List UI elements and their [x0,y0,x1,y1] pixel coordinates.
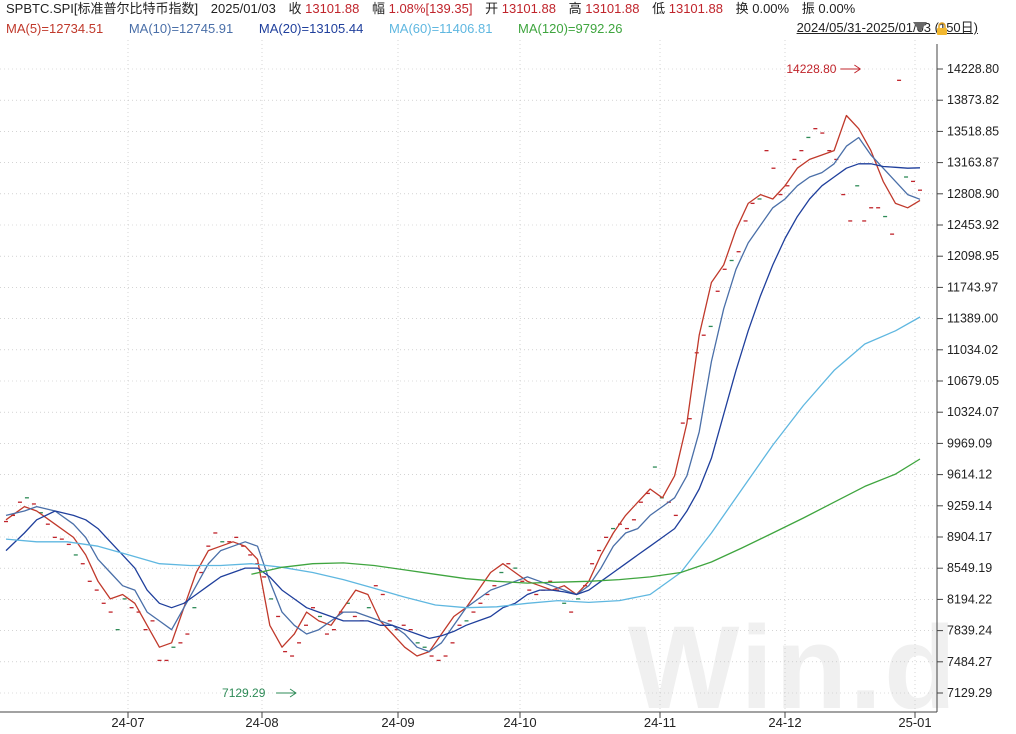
turnover-value: 0.00% [752,1,790,16]
amp-value: 1.08%[139.35] [388,1,473,16]
x-tick-label: 25-01 [898,715,931,730]
ma-line-ma60 [5,316,921,609]
swing-label: 振 [801,1,815,16]
y-tick-label: 7484.27 [947,655,992,669]
x-axis: 24-07 24-08 24-09 24-10 24-11 24-12 25-01 [0,711,937,730]
y-tick-label: 11389.00 [947,312,998,326]
close-label: 收 [288,1,302,16]
y-tick-label: 12808.90 [947,187,999,201]
y-tick-label: 13873.82 [947,93,999,107]
x-tick-label: 24-10 [503,715,536,730]
legend-ma60: MA(60)=11406.81 [388,21,493,36]
x-tick-label: 24-09 [381,715,414,730]
kline-dashes [4,79,922,662]
swing-value: 0.00% [818,1,856,16]
ma-line-ma20 [5,163,921,640]
y-tick-label: 9614.12 [947,468,992,482]
chart-grid [0,40,935,712]
y-tick-label: 11034.02 [947,343,998,357]
y-tick-label: 13518.85 [947,124,999,138]
wind-watermark: Win.d [628,602,959,734]
annotation-label: 7129.29 [222,686,266,700]
chart-header: SPBTC.SPI[标准普尔比特币指数] 2025/01/03 收 13101.… [0,0,1016,40]
y-tick-label: 7839.24 [947,624,992,638]
annotation-arrow-head [289,688,297,698]
annotation-arrow-head [854,64,861,74]
y-tick-label: 8904.17 [947,530,992,544]
ma-line-ma5 [5,114,921,657]
amp-label: 幅 [371,1,385,16]
high-value: 13101.88 [585,1,640,16]
x-tick-label: 24-08 [245,715,278,730]
y-tick-label: 11743.97 [947,280,998,294]
y-tick-label: 9259.14 [947,499,992,513]
triangle-down-icon[interactable] [913,22,927,32]
turnover-label: 换 [735,1,749,16]
y-tick-label: 7129.29 [947,686,992,700]
y-tick-label: 12453.92 [947,218,999,232]
y-tick-label: 10324.07 [947,405,999,419]
y-tick-label: 8549.19 [947,561,992,575]
quote-date: 2025/01/03 [210,1,276,16]
y-axis: 14228.80 13873.82 13518.85 13163.87 12808.90… [936,44,999,712]
ma-lines [5,114,921,657]
ma-line-ma120 [251,458,921,584]
legend-ma5: MA(5)=12734.51 [6,21,104,36]
legend-ma10: MA(10)=12745.91 [128,21,234,36]
legend-ma120: MA(120)=9792.26 [518,21,623,36]
annotation-label: 14228.80 [786,62,836,76]
date-range-selector[interactable]: 2024/05/31-2025/01/03 (150日) [796,20,978,35]
y-tick-label: 12098.95 [947,249,999,263]
open-label: 开 [485,1,499,16]
ma-line-ma10 [5,136,921,653]
close-value: 13101.88 [305,1,360,16]
y-tick-label: 8194.22 [947,592,992,606]
symbol-name: SPBTC.SPI[标准普尔比特币指数] [6,1,199,16]
ma-legend: MA(5)=12734.51 MA(10)=12745.91 MA(20)=13… [6,21,622,37]
lock-icon[interactable] [936,22,948,36]
x-tick-label: 24-07 [111,715,144,730]
open-value: 13101.88 [501,1,556,16]
y-tick-label: 13163.87 [947,156,999,170]
legend-ma20: MA(20)=13105.44 [258,21,364,36]
high-label: 高 [568,1,582,16]
annotations: 14228.80 7129.29 [222,62,861,700]
y-tick-label: 14228.80 [947,62,999,76]
low-label: 低 [652,1,666,16]
low-value: 13101.88 [668,1,723,16]
x-tick-label: 24-11 [644,715,676,730]
x-tick-label: 24-12 [768,715,801,730]
y-tick-label: 10679.05 [947,374,999,388]
quote-line: SPBTC.SPI[标准普尔比特币指数] 2025/01/03 收 13101.… [6,1,855,17]
y-tick-label: 9969.09 [947,436,992,450]
